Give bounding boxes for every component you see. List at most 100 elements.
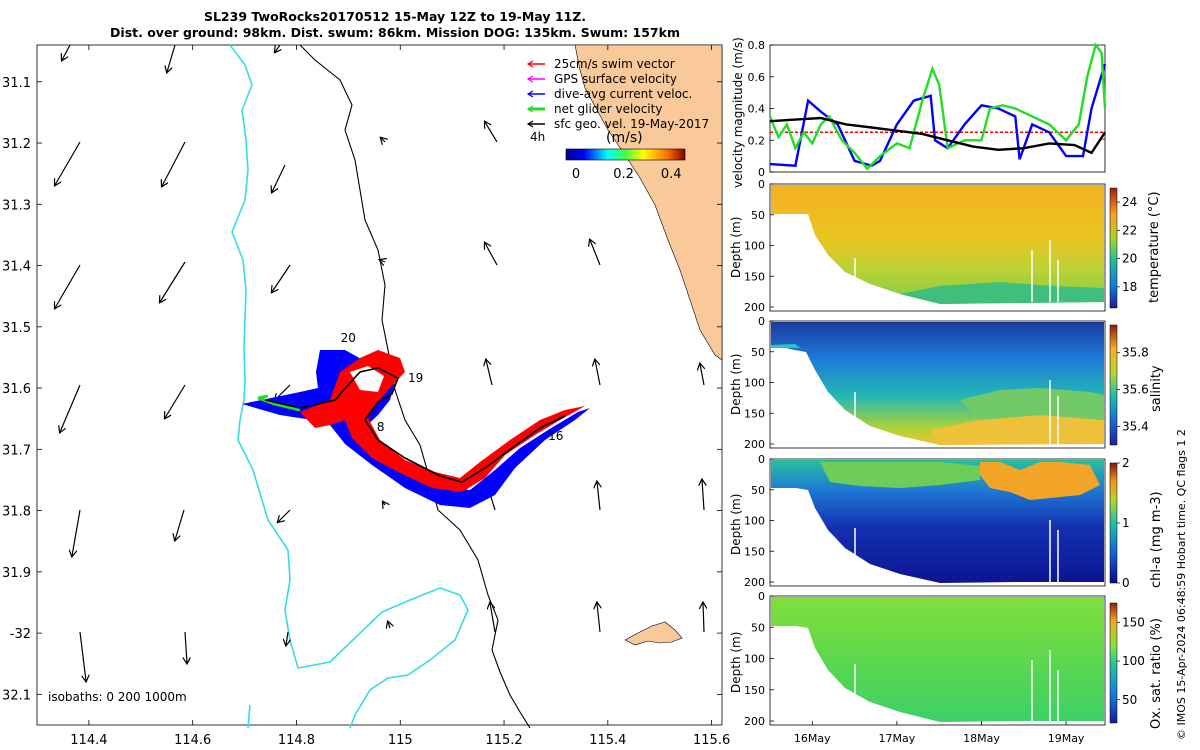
figure-title: SL239 TwoRocks20170512 15-May 12Z to 19-…	[0, 9, 790, 41]
geo-arrow	[167, 44, 176, 72]
map-y-tick-label: 31.2	[2, 137, 31, 152]
legend-arrowhead	[526, 90, 534, 98]
colorbar-tick-label: 24	[1122, 195, 1137, 209]
legend-label: GPS surface velocity	[554, 72, 677, 86]
geo-arrow	[595, 360, 601, 386]
legend-arrowhead	[526, 120, 534, 128]
legend-label: 25cm/s swim vector	[554, 57, 675, 71]
colorbar-units: (m/s)	[606, 130, 643, 146]
geo-arrow	[175, 509, 185, 540]
temperature-ylabel: Depth (m)	[729, 217, 743, 278]
map-x-tick-label: 115.2	[485, 733, 522, 748]
map-x-ticks: 114.4 114.6 114.8 115 115.2 115.4 115.6	[70, 45, 730, 748]
geo-arrow	[597, 603, 600, 633]
chlorophyll-data-gaps	[854, 520, 1059, 582]
geo-arrow	[485, 243, 498, 266]
geo-arrow	[162, 141, 186, 186]
salinity-deep-yellow	[930, 415, 1104, 445]
salinity-panel: Depth (m) salinity	[729, 320, 1164, 449]
depth-tick-label: 200	[744, 301, 765, 314]
velocity-y-tick-label: 0.4	[748, 103, 766, 116]
temperature-panel: Depth (m) temperature (°C)	[729, 183, 1162, 312]
depth-tick-label: 50	[751, 484, 765, 497]
colorbar-tick-label: 2	[1122, 456, 1130, 470]
geo-arrow	[700, 364, 704, 386]
depth-tick-label: 50	[751, 621, 765, 634]
oxygen-cblabel: Ox. sat. ratio (%)	[1149, 618, 1164, 729]
velocity-y-tick-label: 0.2	[748, 134, 766, 147]
colorbar-tick-label: 35.8	[1122, 346, 1149, 360]
geo-arrow	[278, 509, 291, 522]
geo-arrow	[185, 631, 187, 663]
time-tick-label: 17May	[879, 732, 916, 745]
depth-tick-label: 0	[758, 178, 765, 191]
colorbar-tick-label: 50	[1122, 693, 1137, 707]
velocity-panel: 0 0.2 0.4 0.6 0.8 velocity magnitude (m/s) –	[731, 37, 1107, 188]
chlorophyll-cblabel: chl-a (mg m-3)	[1149, 491, 1164, 588]
chlorophyll-panel: Depth (m) chl-a (mg m-3)	[729, 458, 1164, 588]
map-x-tick-label: 114.6	[174, 733, 211, 748]
map-colorbar-tick-label: 0	[572, 167, 580, 182]
depth-tick-label: 50	[751, 209, 765, 222]
depth-tick-label: 150	[744, 407, 765, 420]
colorbar-tick-label: 18	[1122, 280, 1137, 294]
colorbar-tick-label: 35.4	[1122, 420, 1149, 434]
time-tick-label: 19May	[1048, 732, 1085, 745]
map-colorbar-tick-label: 0.2	[613, 167, 634, 182]
depth-tick-label: 0	[758, 453, 765, 466]
map-y-tick-label: 31.7	[2, 443, 31, 458]
geo-arrow	[597, 482, 600, 511]
map-y-tick-label: 31.6	[2, 382, 31, 397]
isobath-black	[299, 44, 531, 729]
chlorophyll-colorbar	[1109, 462, 1118, 584]
legend-arrowhead	[526, 105, 534, 113]
legend-label: net glider velocity	[554, 102, 662, 116]
temperature-cblabel: temperature (°C)	[1147, 191, 1162, 303]
credit-text: © IMOS 15-Apr-2024 06:48:59 Hobart time.…	[1175, 429, 1188, 740]
day-labels: 20 19 8 16	[341, 331, 564, 443]
depth-tick-label: 150	[744, 545, 765, 558]
geo-arrow	[62, 44, 71, 60]
land-mainland	[574, 44, 723, 361]
velocity-series-line	[769, 116, 1107, 155]
depth-tick-label: 50	[751, 346, 765, 359]
glider-track	[242, 350, 590, 508]
legend-arrowhead	[526, 75, 534, 83]
geo-arrow	[590, 240, 601, 266]
velocity-series	[768, 42, 1107, 171]
geo-arrow	[388, 622, 390, 628]
colorbar-tick-label: 22	[1122, 223, 1137, 237]
map-colorbar	[565, 148, 686, 161]
map-y-tick-label: 31.9	[2, 566, 31, 581]
map-x-tick-label: 114.8	[278, 733, 315, 748]
legend-arrowhead	[526, 60, 534, 68]
day-label: 8	[377, 420, 385, 434]
legend-label: sfc geo. vel. 19-May-2017	[554, 117, 709, 131]
velocity-y-ticks: 0 0.2 0.4 0.6 0.8	[748, 39, 774, 179]
time-axis-ticks: 16May 17May 18May 19May	[794, 721, 1085, 745]
chlorophyll-ylabel: Depth (m)	[729, 494, 743, 555]
geo-arrow	[703, 603, 704, 633]
velocity-ylabel: velocity magnitude (m/s)	[731, 37, 745, 188]
map-colorbar-ticks: 0 0.2 0.4	[572, 167, 682, 182]
depth-tick-label: 200	[744, 576, 765, 589]
colorbar-tick-label: 20	[1122, 252, 1137, 266]
colorbar-tick-label: 1	[1122, 516, 1130, 530]
colorbar-tick-label: 0	[1122, 576, 1130, 590]
map-colorbar-tick-label: 0.4	[661, 167, 682, 182]
map-y-tick-label: -32	[10, 627, 31, 642]
geo-arrow	[485, 122, 498, 143]
temperature-data-gaps	[854, 240, 1059, 302]
geo-arrow	[486, 360, 493, 386]
map-y-tick-label: 31.4	[2, 260, 31, 275]
geo-arrow	[160, 261, 186, 302]
depth-tick-label: 0	[758, 590, 765, 603]
geo-arrow	[490, 603, 496, 633]
legend-label: dive-avg current veloc.	[554, 87, 692, 101]
temperature-deep-green	[900, 282, 1104, 304]
salinity-colorbar	[1109, 324, 1118, 446]
salinity-mid-green	[960, 388, 1104, 420]
map-y-tick-label: 31.5	[2, 321, 31, 336]
